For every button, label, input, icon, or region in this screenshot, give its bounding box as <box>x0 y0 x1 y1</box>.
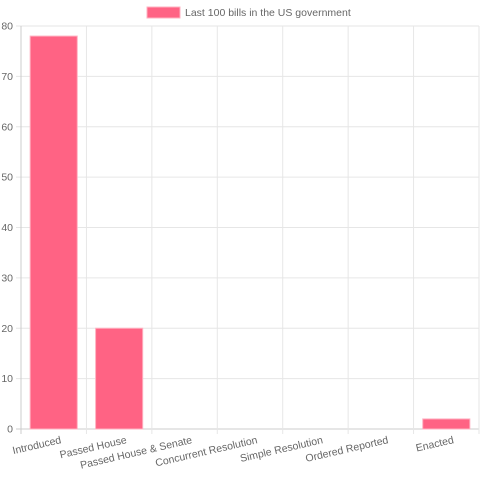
y-tick-label: 40 <box>1 222 13 234</box>
y-axis-ticks: 0 10 20 30 40 50 60 70 80 <box>1 21 13 436</box>
bars <box>29 35 471 430</box>
legend-swatch[interactable] <box>146 6 181 19</box>
bar-passed-house[interactable] <box>95 327 144 430</box>
y-tick-label: 0 <box>7 424 13 436</box>
grid-lines <box>16 25 480 434</box>
legend-label[interactable]: Last 100 bills in the US government <box>185 7 351 19</box>
y-tick-label: 80 <box>1 21 13 33</box>
y-tick-label: 10 <box>1 373 13 385</box>
bar-enacted[interactable] <box>422 418 471 430</box>
y-tick-label: 50 <box>1 172 13 184</box>
x-tick-label: Introduced <box>11 434 62 457</box>
legend[interactable]: Last 100 bills in the US government <box>146 6 351 19</box>
x-tick-label: Enacted <box>415 434 455 454</box>
y-tick-label: 70 <box>1 71 13 83</box>
y-tick-label: 60 <box>1 121 13 133</box>
bar-introduced[interactable] <box>29 35 78 430</box>
y-tick-label: 30 <box>1 272 13 284</box>
y-tick-label: 20 <box>1 323 13 335</box>
